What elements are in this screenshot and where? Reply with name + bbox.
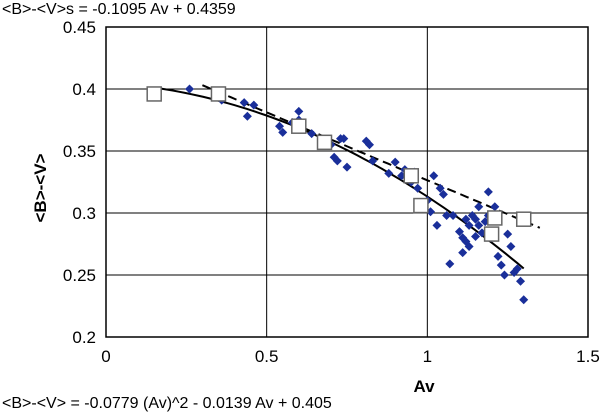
- diamond-point: [490, 202, 500, 212]
- diamond-point: [364, 140, 374, 150]
- y-tick-label: 0.4: [72, 80, 96, 99]
- gridlines: [105, 26, 589, 338]
- square-point: [403, 168, 420, 184]
- diamond-point: [413, 183, 423, 193]
- diamond-point: [275, 121, 285, 131]
- diamond-point: [368, 156, 378, 166]
- diamond-point: [448, 210, 458, 220]
- diamond-point: [445, 259, 455, 269]
- diamond-point: [471, 214, 481, 224]
- x-axis-label: Av: [413, 377, 435, 396]
- square-point: [487, 210, 503, 226]
- diamond-point: [384, 168, 394, 178]
- x-tick-label: 0.5: [255, 347, 279, 366]
- square-point: [291, 118, 307, 134]
- diamond-point: [506, 241, 516, 251]
- diamond-point: [464, 241, 474, 251]
- diamond-point: [471, 232, 481, 242]
- diamond-point: [429, 171, 439, 181]
- diamond-point: [294, 106, 304, 116]
- diamond-point: [242, 111, 252, 121]
- diamond-point: [332, 156, 342, 166]
- linear-fit-equation: <B>-<V>s = -0.1095 Av + 0.4359: [2, 1, 236, 18]
- square-point: [316, 134, 333, 151]
- diamond-point: [483, 187, 493, 197]
- fit-lines: [154, 84, 541, 270]
- y-tick-label: 0.2: [72, 328, 96, 347]
- diamond-point: [464, 220, 474, 230]
- diamond-point: [339, 134, 349, 144]
- diamond-point: [435, 183, 445, 193]
- diamond-point: [461, 214, 471, 224]
- diamond-point: [432, 220, 442, 230]
- diamond-point: [519, 295, 529, 305]
- diamond-point: [278, 127, 288, 137]
- tick-labels: 0.2 0.25 0.3 0.35 0.4 0.45 0 0.5 1 1.5: [63, 18, 600, 366]
- diamond-point: [342, 162, 352, 172]
- diamond-point: [496, 260, 506, 270]
- diamond-point: [474, 220, 484, 230]
- square-point: [146, 86, 162, 102]
- plot-frame: [105, 26, 589, 338]
- diamond-point: [503, 229, 513, 239]
- data-points: [146, 84, 532, 305]
- diamond-point: [390, 157, 400, 167]
- diamond-point: [512, 264, 522, 274]
- x-tick-label: 1.5: [576, 347, 600, 366]
- diamond-point: [442, 210, 452, 220]
- diamond-point: [185, 84, 195, 94]
- diamond-point: [458, 248, 468, 258]
- quadratic-fit-equation: <B>-<V> = -0.0779 (Av)^2 - 0.0139 Av + 0…: [2, 395, 332, 412]
- diamond-point: [474, 202, 484, 212]
- diamond-point: [438, 189, 448, 199]
- linear-fit-line: [202, 84, 541, 229]
- diamond-point: [249, 100, 259, 110]
- square-point: [483, 226, 500, 242]
- diamond-point: [454, 227, 464, 237]
- diamond-point: [499, 270, 509, 280]
- y-axis-label: <B>-<V>: [31, 153, 50, 222]
- y-tick-label: 0.45: [63, 18, 96, 37]
- diamond-point: [516, 276, 526, 286]
- diamond-point: [239, 98, 249, 108]
- square-point: [515, 211, 532, 227]
- x-tick-label: 0: [101, 347, 110, 366]
- diamond-point: [493, 251, 503, 261]
- y-tick-label: 0.3: [72, 204, 96, 223]
- square-point: [210, 86, 227, 102]
- y-tick-label: 0.25: [63, 266, 96, 285]
- y-tick-label: 0.35: [63, 142, 96, 161]
- diamond-point: [307, 129, 317, 139]
- square-point: [413, 197, 429, 214]
- x-tick-label: 1: [423, 347, 432, 366]
